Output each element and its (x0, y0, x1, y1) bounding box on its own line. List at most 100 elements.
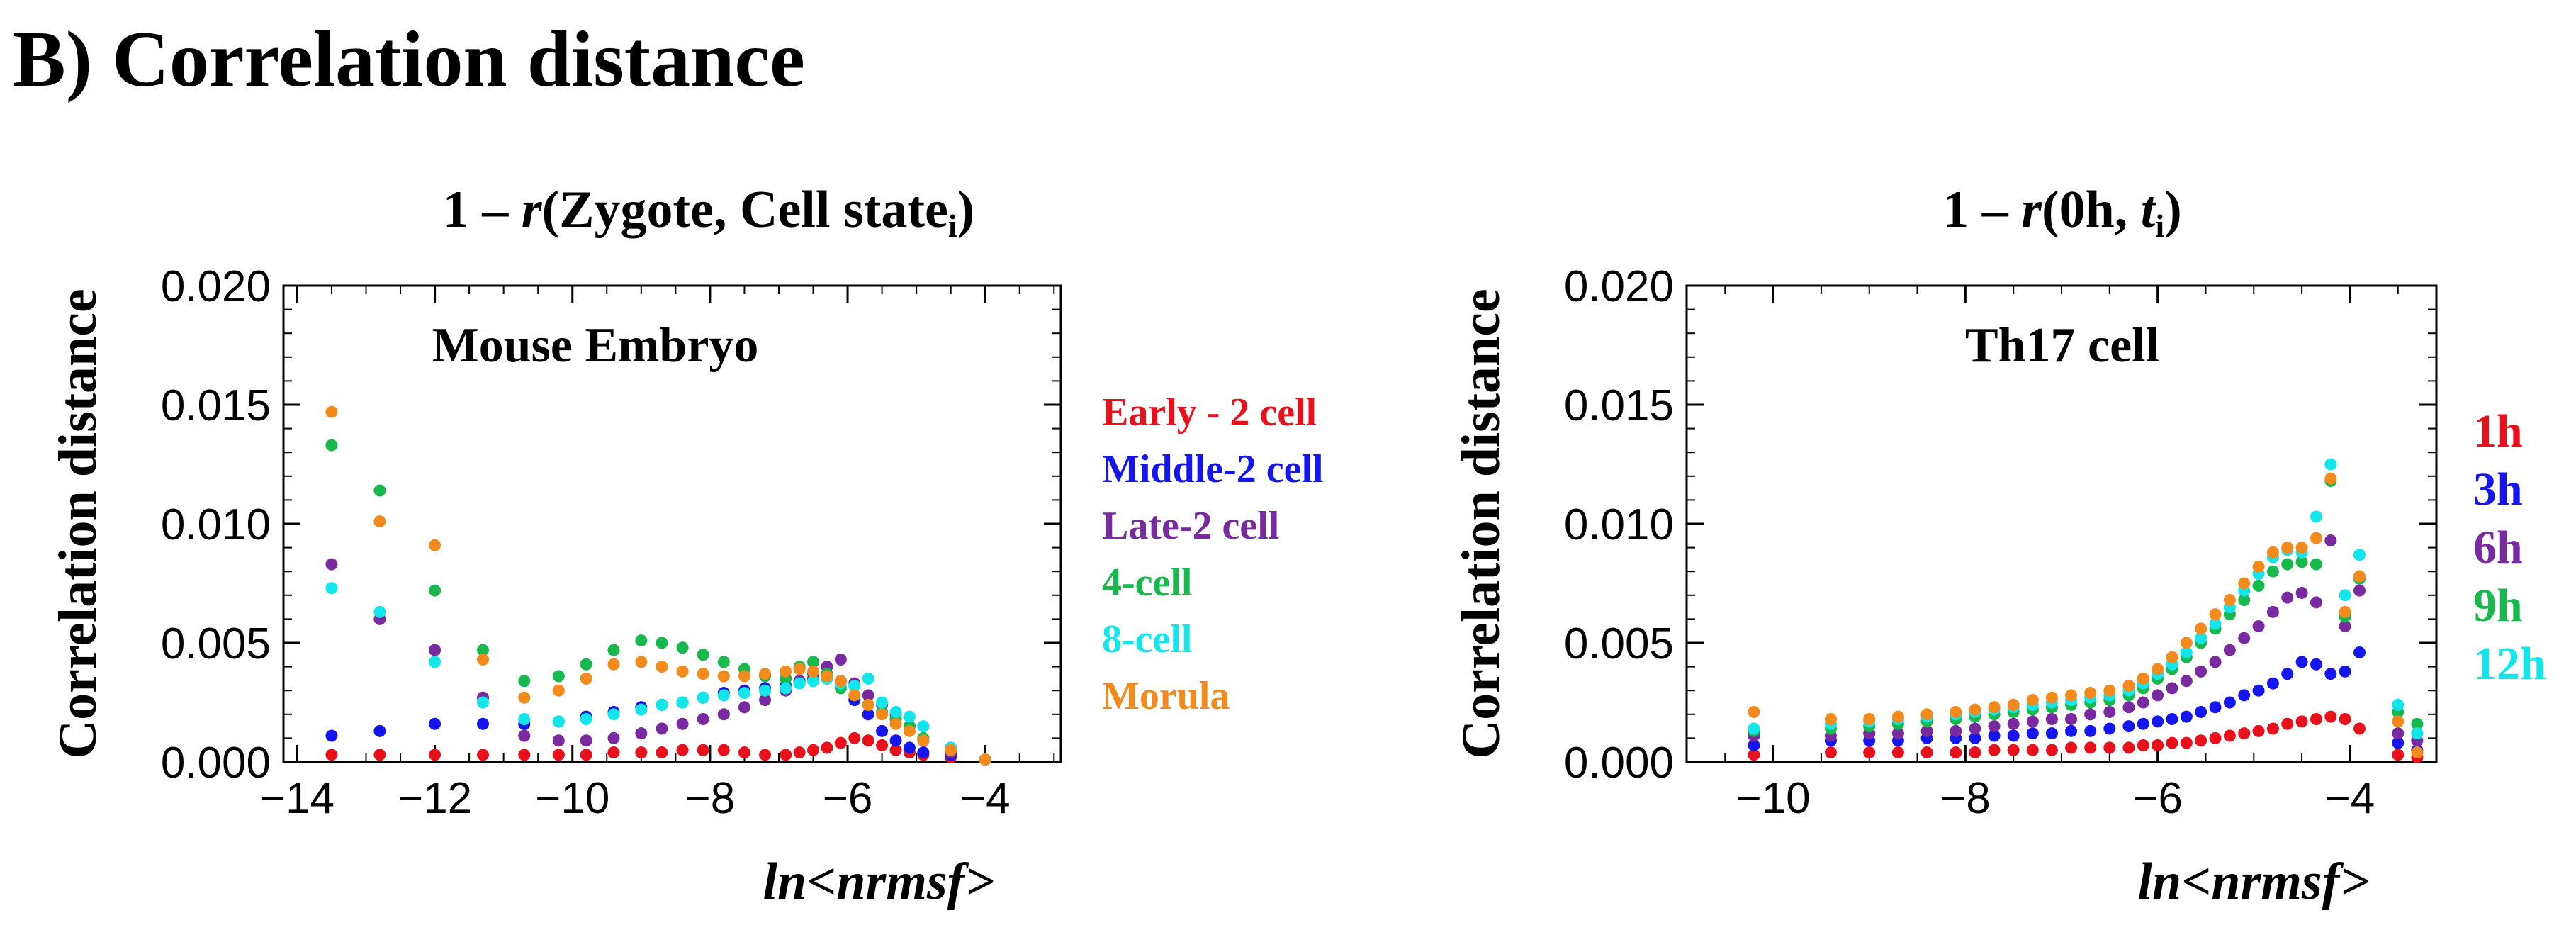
data-point (2339, 665, 2351, 678)
left-xtick-label: −12 (398, 774, 472, 823)
data-point (759, 694, 772, 707)
right-ytick-label: 0.005 (1564, 620, 1674, 668)
data-point (738, 687, 750, 700)
left-annotation: Mouse Embryo (432, 318, 759, 373)
data-point (325, 749, 338, 761)
data-point (2007, 744, 2020, 756)
left-series-morula (325, 405, 991, 766)
data-point (477, 717, 490, 730)
data-point (738, 670, 750, 683)
right-ytick-label: 0.000 (1564, 739, 1674, 787)
data-point (876, 696, 889, 709)
data-point (2180, 646, 2193, 658)
data-point (2310, 713, 2322, 726)
data-point (2339, 589, 2351, 602)
data-point (676, 665, 689, 678)
data-point (1863, 713, 1876, 726)
data-point (1950, 705, 1962, 718)
data-point (552, 715, 565, 728)
data-point (2065, 689, 2078, 702)
data-point (2103, 684, 2116, 697)
data-point (2137, 696, 2149, 709)
data-point (2324, 472, 2337, 485)
data-point (2166, 736, 2178, 749)
data-point (759, 684, 772, 697)
data-point (2353, 570, 2366, 583)
left-series-4-cell (325, 439, 991, 766)
data-point (2295, 586, 2308, 599)
data-point (2310, 596, 2322, 609)
data-point (580, 734, 592, 747)
data-point (759, 749, 772, 761)
data-point (2209, 701, 2222, 714)
data-point (2324, 710, 2337, 723)
data-point (2392, 736, 2405, 749)
data-point (2180, 637, 2193, 649)
right-annotation: Th17 cell (1965, 318, 2159, 373)
data-point (2223, 696, 2236, 709)
data-point (717, 744, 730, 756)
data-point (552, 684, 565, 697)
data-point (2137, 739, 2149, 751)
data-point (2180, 710, 2193, 723)
data-point (697, 713, 709, 726)
data-point (2209, 731, 2222, 744)
data-point (2223, 729, 2236, 742)
data-point (2411, 727, 2424, 740)
left-ytick-label: 0.000 (161, 739, 271, 787)
data-point (676, 717, 689, 730)
data-point (656, 698, 668, 711)
data-point (429, 749, 441, 761)
data-point (2195, 734, 2207, 747)
data-point (876, 739, 889, 751)
data-point (2045, 713, 2058, 726)
data-point (2152, 739, 2164, 751)
data-point (2353, 584, 2366, 597)
data-point (1969, 703, 1981, 716)
right-series-12h-orange (1748, 472, 2424, 759)
data-point (979, 753, 991, 766)
data-point (373, 605, 386, 618)
data-point (807, 744, 820, 756)
data-point (1969, 722, 1981, 735)
data-point (2238, 632, 2251, 644)
data-point (2281, 542, 2294, 554)
data-point (889, 717, 902, 730)
data-point (834, 654, 847, 666)
data-point (2353, 549, 2366, 561)
left-ylabel: Correlation distance (48, 288, 108, 759)
data-point (780, 749, 792, 761)
right-series-12h (1748, 458, 2424, 740)
data-point (2045, 744, 2058, 756)
data-point (2238, 689, 2251, 702)
data-point (2324, 534, 2337, 547)
right-ylabel: Correlation distance (1451, 288, 1511, 759)
data-point (945, 744, 957, 756)
data-point (889, 705, 902, 718)
data-point (780, 665, 792, 678)
data-point (2223, 644, 2236, 656)
data-point (862, 672, 874, 685)
data-point (2339, 620, 2351, 632)
right-legend-entry: 9h (2473, 580, 2523, 632)
right-legend-entry: 1h (2473, 405, 2523, 457)
data-point (821, 741, 833, 754)
right-xtick-label: −6 (2132, 774, 2183, 823)
data-point (373, 749, 386, 761)
data-point (717, 689, 730, 702)
data-point (676, 641, 689, 654)
data-point (2281, 558, 2294, 571)
data-point (697, 649, 709, 661)
data-point (1969, 731, 1981, 744)
data-point (2137, 717, 2149, 730)
left-ytick-label: 0.015 (161, 381, 271, 430)
left-xtick-label: −8 (685, 774, 736, 823)
figure-title: B) Correlation distance (13, 16, 805, 103)
data-point (1969, 746, 1981, 759)
data-point (429, 584, 441, 597)
data-point (2152, 715, 2164, 728)
data-point (518, 691, 531, 704)
data-point (2209, 656, 2222, 668)
data-point (2122, 679, 2135, 692)
data-point (807, 675, 820, 688)
